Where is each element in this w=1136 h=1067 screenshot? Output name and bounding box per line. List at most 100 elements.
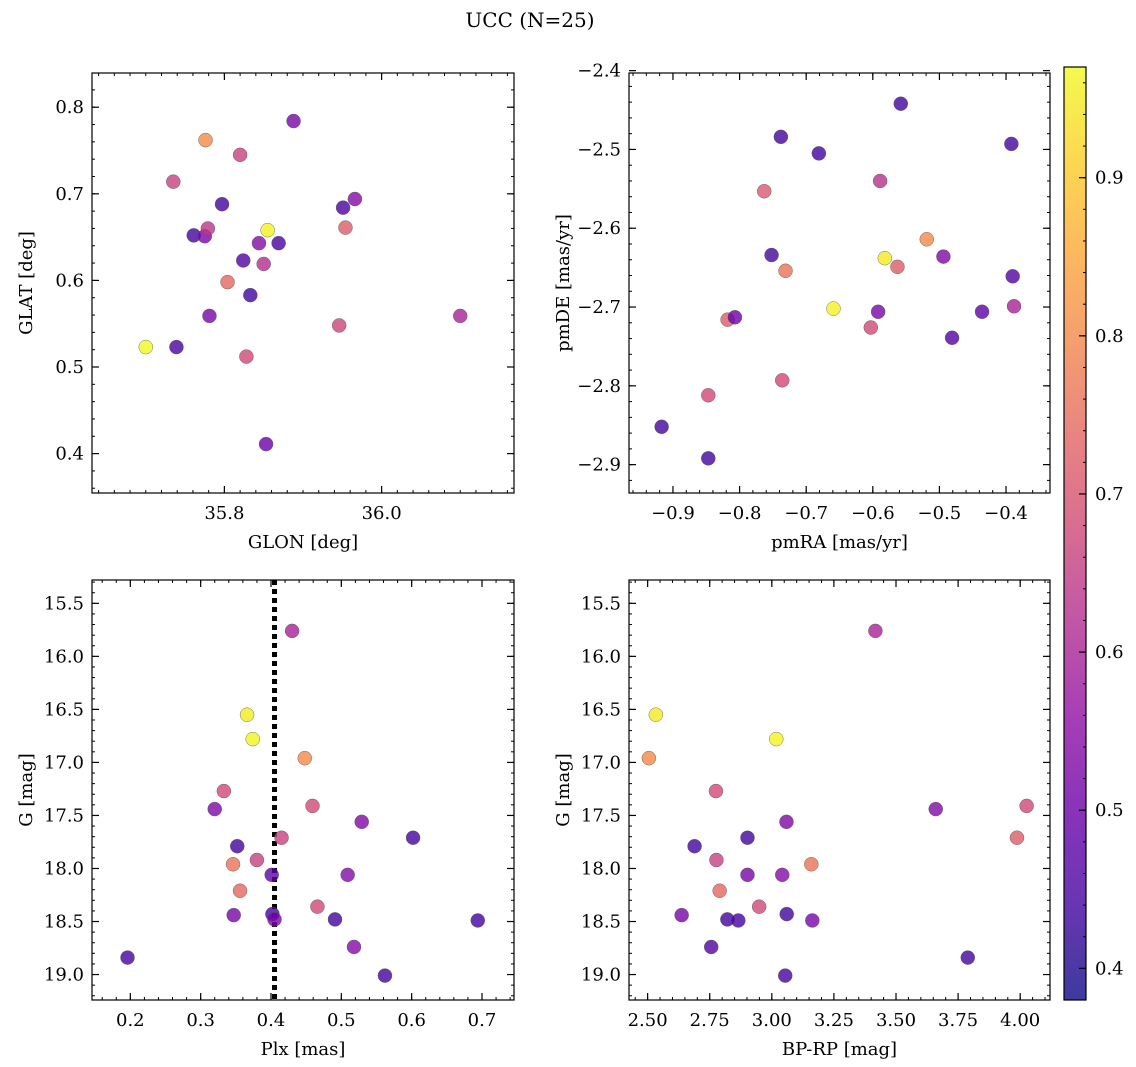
data-point [826, 301, 841, 316]
data-point [216, 783, 232, 799]
y-tick-label: 0.7 [55, 184, 84, 205]
data-point [877, 250, 892, 266]
data-point [470, 913, 485, 928]
data-point [1006, 299, 1022, 314]
data-point [169, 339, 184, 355]
data-point [340, 867, 355, 883]
x-tick-label: 0.7 [468, 1010, 497, 1031]
data-point [779, 814, 794, 830]
y-tick-label: 18.0 [44, 858, 84, 879]
y-tick-label: 19.0 [581, 965, 621, 986]
colorbar-tick-label: 0.9 [1095, 168, 1124, 189]
data-point [740, 830, 755, 845]
x-tick-label: −0.8 [718, 503, 762, 524]
data-point [225, 857, 241, 872]
data-point [654, 419, 669, 435]
plot-frame [628, 72, 1051, 494]
plot-frame [628, 579, 1051, 1001]
scatter-panel-3: 0.2 0.3 0.4 0.5 0.6 0.7 15.5 16.0 16.5 17.0 17.5 18… [16, 579, 515, 1060]
x-axis-label: GLON [deg] [248, 532, 358, 553]
colorbar-tick-label: 0.4 [1095, 958, 1124, 979]
colorbar: 0.4 0.5 0.6 0.7 0.8 0.9 [1063, 66, 1124, 1001]
data-point [974, 304, 990, 319]
y-axis-label: pmDE [mas/yr] [553, 214, 574, 352]
data-point [708, 783, 724, 799]
scatter-panel-4: 2.50 2.75 3.00 3.25 3.50 3.75 4.00 15.5 16.0 16.5… [553, 579, 1051, 1060]
data-point [331, 318, 347, 333]
data-point [207, 801, 222, 817]
data-point [811, 146, 827, 161]
data-point [868, 623, 883, 639]
colorbar-frame [1063, 66, 1087, 1001]
y-tick-label: −2.9 [577, 455, 621, 476]
x-tick-label: 3.75 [938, 1010, 978, 1031]
data-point [778, 263, 793, 278]
data-point [232, 883, 248, 898]
data-point [138, 339, 153, 355]
y-tick-label: 17.0 [44, 752, 84, 773]
data-point [648, 707, 664, 722]
data-point [773, 129, 789, 145]
x-tick-label: −0.7 [784, 503, 828, 524]
y-tick-label: 0.5 [55, 357, 84, 378]
colorbar-tick-label: 0.5 [1095, 800, 1124, 821]
data-point [338, 220, 353, 235]
y-tick-label: −2.4 [577, 61, 621, 82]
y-tick-label: 16.5 [581, 699, 621, 720]
data-point [239, 349, 254, 364]
data-point [239, 707, 255, 722]
y-tick-label: −2.8 [577, 376, 621, 397]
data-point [890, 259, 905, 275]
colorbar-tick-label: 0.8 [1095, 326, 1124, 347]
y-axis-label: G [mag] [16, 753, 37, 826]
data-point [1005, 269, 1020, 284]
data-point [260, 222, 275, 238]
data-point [202, 308, 217, 324]
y-tick-label: 0.6 [55, 270, 84, 291]
x-tick-label: 36.0 [362, 503, 402, 524]
x-tick-label: −0.9 [651, 503, 695, 524]
x-tick-label: 2.75 [690, 1010, 730, 1031]
data-point [264, 867, 279, 883]
data-point [1019, 798, 1034, 814]
data-point [236, 253, 251, 268]
data-point [453, 308, 468, 324]
data-point [200, 221, 216, 236]
data-point [226, 907, 241, 923]
data-point [220, 274, 235, 290]
data-point [1004, 136, 1019, 152]
data-point [779, 906, 794, 922]
x-tick-label: 0.6 [397, 1010, 426, 1031]
data-point [960, 950, 975, 965]
data-point [893, 96, 908, 111]
data-point [286, 113, 301, 129]
y-tick-label: −2.6 [577, 218, 621, 239]
y-tick-label: 17.0 [581, 752, 621, 773]
data-point [727, 310, 743, 325]
data-point [740, 867, 755, 883]
x-tick-label: 3.50 [876, 1010, 916, 1031]
data-point [335, 200, 351, 215]
colorbar-tick-label: 0.7 [1095, 484, 1124, 505]
data-point [775, 867, 790, 883]
data-point [284, 623, 300, 639]
scatter-panel-2: −0.9 −0.8 −0.7 −0.6 −0.5 −0.4 −2.9 −2.8 −2.7 −2.6… [553, 61, 1051, 553]
data-point [377, 968, 393, 983]
data-point [704, 939, 719, 955]
plot-frame [91, 579, 515, 1001]
y-tick-label: 15.5 [44, 593, 84, 614]
data-point [305, 798, 320, 814]
data-point [805, 913, 820, 928]
data-point [251, 235, 267, 251]
data-point [764, 247, 779, 263]
x-tick-label: 3.25 [814, 1010, 854, 1031]
scatter-panel-1: 35.8 36.0 0.4 0.5 0.6 0.7 0.8 GLON [deg] GLAT [d… [16, 72, 515, 553]
x-tick-label: 0.2 [116, 1010, 145, 1031]
data-point [214, 196, 230, 212]
data-point [863, 320, 879, 335]
data-point [346, 939, 362, 955]
data-point [775, 373, 790, 388]
data-point [701, 388, 716, 403]
data-point [769, 731, 784, 747]
data-point [327, 912, 343, 927]
